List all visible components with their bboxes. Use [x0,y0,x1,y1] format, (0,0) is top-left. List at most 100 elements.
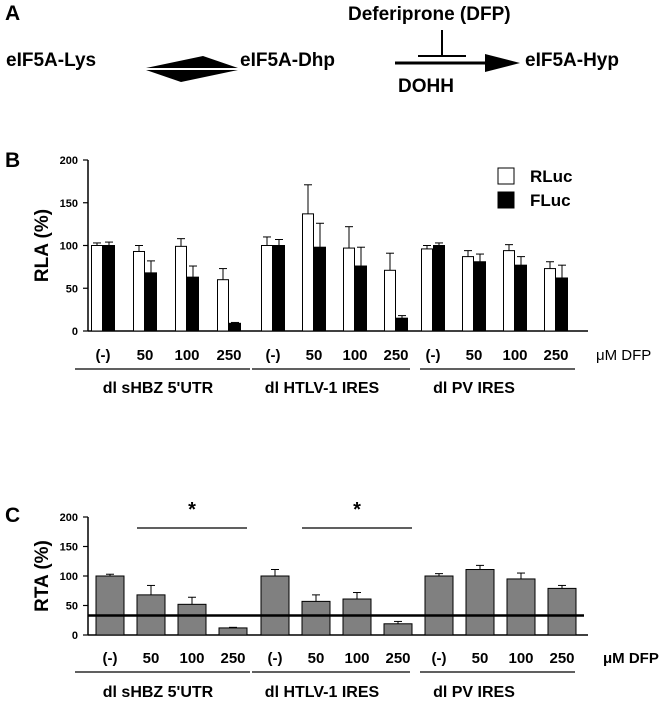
x-tick-label: 100 [344,650,369,667]
bar-value [383,623,413,636]
x-unit-label: μM DFP [603,650,659,667]
x-tick-label: (-) [432,650,447,667]
group-label: dl PV IRES [433,684,515,701]
species-lys: eIF5A-Lys [6,50,97,71]
x-tick-label: 250 [385,650,410,667]
bar-value [177,603,207,636]
inhibitor-label: Deferiprone (DFP) [348,4,511,25]
bar-rluc [175,245,187,332]
legend-swatch-fluc [497,191,515,209]
bar-rluc [384,269,396,332]
equilibrium-arrows [146,56,238,82]
legend-label-fluc: FLuc [530,191,571,210]
chart-panel-b: 0 50 100 150 200 RLA (%) (-) 50 100 250 (-) 50 100 25… [32,155,651,397]
y-tick-label: 50 [66,283,78,295]
significance-star: * [188,499,196,521]
x-tick-label: 250 [543,347,568,364]
panel-c-letter: C [5,504,20,527]
bar-value [260,575,290,636]
y-tick-label: 150 [60,198,78,210]
x-tick-label: 250 [216,347,241,364]
bar-fluc [273,245,285,332]
bar-value [465,569,495,636]
bar-rluc [503,250,515,332]
bar-rluc [302,213,314,332]
species-dhp: eIF5A-Dhp [240,50,335,71]
bar-value [547,587,577,636]
bar-fluc [229,322,241,332]
bar-value [95,575,125,636]
x-tick-label: 50 [472,650,489,667]
bar-rluc [261,245,273,332]
significance-star: * [353,499,361,521]
bar-rluc [421,248,433,332]
group-label: dl HTLV-1 IRES [265,380,380,397]
x-tick-label: 100 [179,650,204,667]
bar-value [218,627,248,636]
bar-value [301,600,331,636]
bar-rluc [217,279,229,332]
group-label: dl HTLV-1 IRES [265,684,380,701]
reaction-arrow-head [485,54,520,72]
bar-rluc [91,245,103,332]
bar-rluc [343,247,355,332]
bar-value [342,598,372,636]
legend-label-rluc: RLuc [530,167,573,186]
y-axis-label: RLA (%) [32,209,53,282]
x-tick-label: 50 [308,650,325,667]
x-unit-label: μM DFP [596,347,651,364]
panel-b-letter: B [5,149,20,172]
bar-value [506,578,536,636]
y-tick-label: 50 [66,601,78,613]
group-label: dl sHBZ 5'UTR [103,380,214,397]
y-tick-label: 200 [60,512,78,524]
panel-a-letter: A [5,2,21,25]
y-tick-label: 0 [72,326,78,338]
bar-fluc [314,246,326,332]
x-tick-label: 100 [502,347,527,364]
bar-fluc [187,276,199,332]
group-label: dl PV IRES [433,380,515,397]
bar-fluc [103,245,115,332]
chart-panel-c: 0 50 100 150 200 RTA (%) (-) 50 100 250 (-) 50 100 25… [32,499,659,701]
dohh-reaction [395,30,520,72]
x-tick-label: (-) [103,650,118,667]
y-axis-label: RTA (%) [32,540,53,612]
group-label: dl sHBZ 5'UTR [103,684,214,701]
x-tick-label: 100 [508,650,533,667]
x-tick-label: 100 [174,347,199,364]
species-hyp: eIF5A-Hyp [525,50,619,71]
y-tick-label: 0 [72,630,78,642]
bar-value [424,575,454,636]
bar-fluc [355,265,367,332]
bar-fluc [515,264,527,332]
x-tick-label: 250 [549,650,574,667]
bar-fluc [145,272,157,332]
forward-half-arrow [146,56,238,68]
bar-fluc [396,317,408,332]
y-tick-label: 150 [60,542,78,554]
bar-rluc [462,256,474,332]
bar-rluc [133,250,145,332]
enzyme-label: DOHH [398,76,454,97]
x-tick-label: (-) [96,347,111,364]
x-tick-label: 50 [306,347,323,364]
bar-fluc [433,245,445,332]
bar-fluc [474,261,486,332]
x-tick-label: 50 [137,347,154,364]
legend-swatch-rluc [497,167,515,185]
y-tick-label: 100 [60,241,78,253]
x-tick-label: (-) [266,347,281,364]
x-tick-label: 100 [342,347,367,364]
x-tick-label: 250 [220,650,245,667]
x-tick-label: (-) [268,650,283,667]
y-tick-label: 100 [60,571,78,583]
reverse-half-arrow [146,70,238,82]
x-tick-label: 250 [383,347,408,364]
y-tick-label: 200 [60,155,78,167]
bar-fluc [556,277,568,332]
x-tick-label: 50 [143,650,160,667]
bar-rluc [544,268,556,332]
x-tick-label: 50 [466,347,483,364]
